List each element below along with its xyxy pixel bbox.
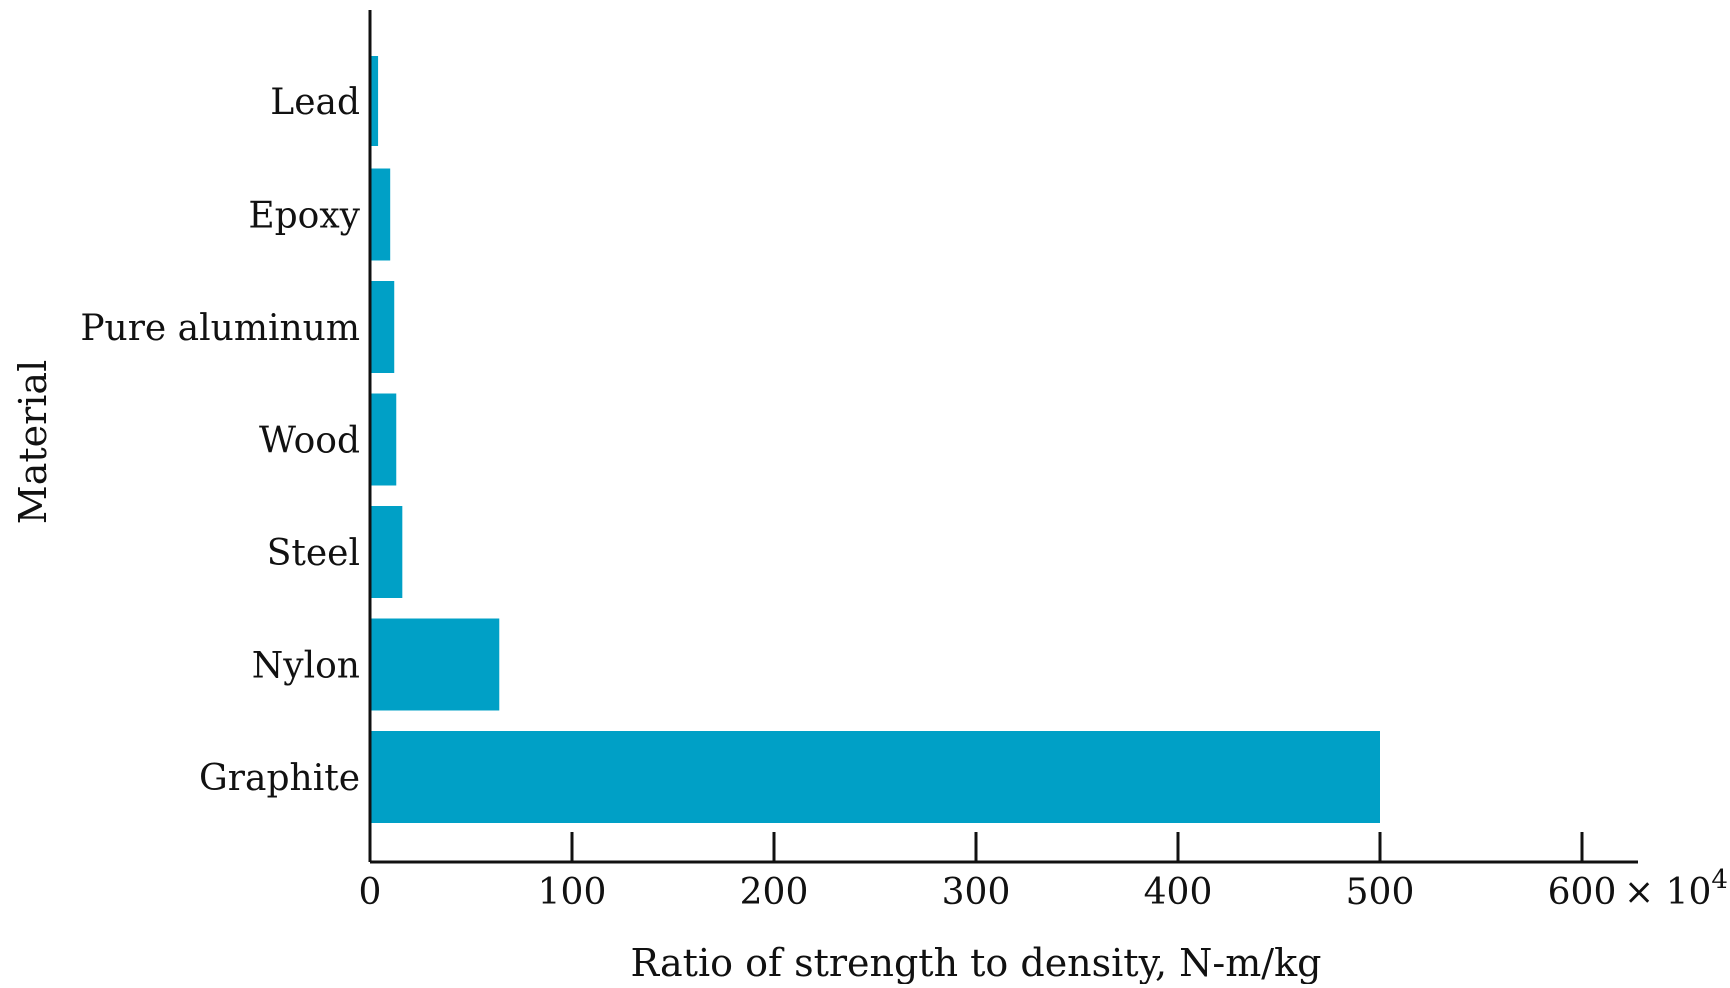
category-label-pure-aluminum: Pure aluminum [80, 308, 360, 349]
category-label-epoxy: Epoxy [248, 196, 360, 237]
x-tick-label-500: 500 [1346, 872, 1415, 913]
category-label-wood: Wood [259, 421, 360, 462]
x-tick-label-300: 300 [942, 872, 1011, 913]
x-axis-title: Ratio of strength to density, N-m/kg [631, 941, 1322, 984]
category-label-graphite: Graphite [199, 758, 360, 799]
x-tick-label-200: 200 [740, 872, 809, 913]
category-label-lead: Lead [270, 82, 360, 123]
category-label-steel: Steel [267, 533, 360, 574]
x-axis-multiplier: × 104 [1624, 865, 1728, 913]
axes-layer [368, 10, 1638, 864]
bar-epoxy [370, 168, 391, 261]
bar-graphite [370, 731, 1380, 823]
category-label-nylon: Nylon [252, 646, 360, 687]
x-tick-label-400: 400 [1144, 872, 1213, 913]
x-axis-multiplier-base: × 10 [1624, 872, 1711, 913]
category-labels-layer: Lead Epoxy Pure aluminum Wood Steel Nylon Grap… [80, 82, 360, 799]
x-tick-label-600: 600 [1548, 872, 1617, 913]
bar-pure-aluminum [370, 281, 395, 373]
x-ticks-layer: 0 100 200 300 400 500 600 [359, 832, 1617, 913]
bar-steel [370, 506, 403, 598]
bar-wood [370, 393, 397, 486]
x-axis-multiplier-exponent: 4 [1711, 865, 1728, 895]
x-tick-label-0: 0 [359, 872, 382, 913]
bar-lead [370, 56, 379, 146]
bar-nylon [370, 618, 500, 711]
y-axis-title: Material [11, 360, 55, 524]
bars-layer [370, 56, 1380, 823]
x-tick-label-100: 100 [538, 872, 607, 913]
